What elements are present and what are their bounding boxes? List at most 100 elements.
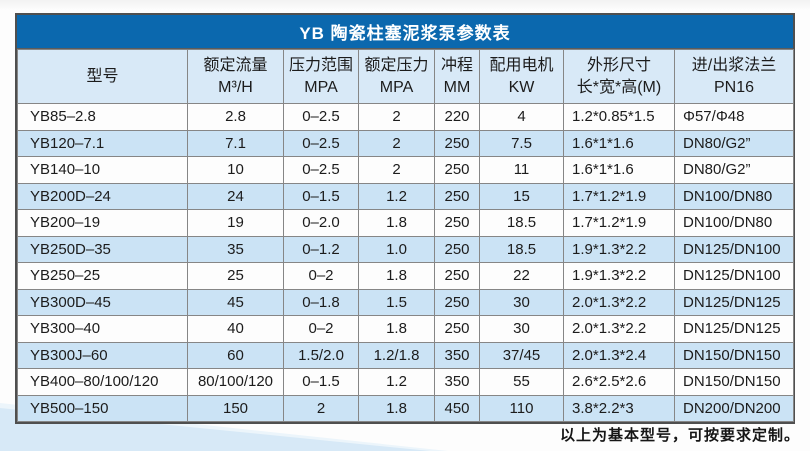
cell-rated-pressure: 1.8 xyxy=(358,394,435,422)
cell-pressure-range: 0–2.5 xyxy=(283,156,359,184)
cell-motor-power: 30 xyxy=(479,315,564,343)
cell-pressure-range: 2 xyxy=(283,394,359,422)
cell-rated-flow: 10 xyxy=(187,156,284,184)
table-row: YB500–150 150 2 1.8 450 110 3.8*2.2*3 DN200/DN2… xyxy=(17,394,794,422)
cell-rated-pressure: 1.0 xyxy=(358,235,435,263)
cell-rated-pressure: 1.8 xyxy=(358,262,435,290)
cell-stroke: 250 xyxy=(434,209,480,237)
cell-rated-flow: 2.8 xyxy=(187,103,284,131)
cell-rated-flow: 45 xyxy=(187,288,284,316)
spec-table: 型号 额定流量 M³/H 压力范围 MPA 额定压力 MPA 冲程 MM 配用电机 KW … xyxy=(17,49,794,422)
cell-stroke: 220 xyxy=(434,103,480,131)
cell-dimensions: 1.9*1.3*2.2 xyxy=(563,235,675,263)
cell-dimensions: 1.9*1.3*2.2 xyxy=(563,262,675,290)
table-row: YB140–10 10 0–2.5 2 250 11 1.6*1*1.6 DN80/G2” xyxy=(17,156,794,184)
table-row: YB250D–35 35 0–1.2 1.0 250 18.5 1.9*1.3*2.2 DN1… xyxy=(17,235,794,263)
cell-rated-pressure: 1.5 xyxy=(358,288,435,316)
cell-model: YB300J–60 xyxy=(17,341,188,369)
cell-rated-pressure: 1.2/1.8 xyxy=(358,341,435,369)
cell-flange: DN150/DN150 xyxy=(674,341,794,369)
cell-stroke: 250 xyxy=(434,182,480,210)
cell-stroke: 350 xyxy=(434,341,480,369)
cell-pressure-range: 0–1.5 xyxy=(283,182,359,210)
cell-rated-flow: 24 xyxy=(187,182,284,210)
cell-pressure-range: 0–1.8 xyxy=(283,288,359,316)
col-header-pressure-range: 压力范围 MPA xyxy=(283,49,359,104)
cell-rated-pressure: 1.8 xyxy=(358,209,435,237)
cell-motor-power: 15 xyxy=(479,182,564,210)
cell-flange: DN100/DN80 xyxy=(674,182,794,210)
table-row: YB200–19 19 0–2.0 1.8 250 18.5 1.7*1.2*1.9 DN10… xyxy=(17,209,794,237)
cell-motor-power: 11 xyxy=(479,156,564,184)
cell-motor-power: 30 xyxy=(479,288,564,316)
col-header-flange: 进/出浆法兰 PN16 xyxy=(674,49,794,104)
cell-model: YB300–40 xyxy=(17,315,188,343)
cell-model: YB300D–45 xyxy=(17,288,188,316)
cell-flange: Φ57/Φ48 xyxy=(674,103,794,131)
table-row: YB400–80/100/120 80/100/120 0–1.5 1.2 350 55 2… xyxy=(17,368,794,396)
table-row: YB300J–60 60 1.5/2.0 1.2/1.8 350 37/45 2.0*1.3… xyxy=(17,341,794,369)
cell-flange: DN125/DN125 xyxy=(674,288,794,316)
cell-model: YB200D–24 xyxy=(17,182,188,210)
cell-pressure-range: 0–1.2 xyxy=(283,235,359,263)
cell-motor-power: 4 xyxy=(479,103,564,131)
cell-motor-power: 110 xyxy=(479,394,564,422)
cell-dimensions: 1.2*0.85*1.5 xyxy=(563,103,675,131)
cell-motor-power: 7.5 xyxy=(479,129,564,157)
table-title: YB 陶瓷柱塞泥浆泵参数表 xyxy=(17,15,793,49)
cell-model: YB140–10 xyxy=(17,156,188,184)
cell-dimensions: 1.7*1.2*1.9 xyxy=(563,182,675,210)
cell-dimensions: 1.6*1*1.6 xyxy=(563,129,675,157)
cell-pressure-range: 0–2.0 xyxy=(283,209,359,237)
cell-rated-flow: 80/100/120 xyxy=(187,368,284,396)
cell-rated-pressure: 1.2 xyxy=(358,368,435,396)
cell-flange: DN125/DN100 xyxy=(674,262,794,290)
cell-model: YB85–2.8 xyxy=(17,103,188,131)
spec-table-panel: YB 陶瓷柱塞泥浆泵参数表 型号 额定流量 M³/H 压力范围 MPA 额定压力 MP… xyxy=(15,13,795,424)
footer-note: 以上为基本型号，可按要求定制。 xyxy=(559,427,800,444)
col-header-motor-power: 配用电机 KW xyxy=(479,49,564,104)
cell-dimensions: 2.0*1.3*2.4 xyxy=(563,341,675,369)
table-row: YB120–7.1 7.1 0–2.5 2 250 7.5 1.6*1*1.6 DN80/G2… xyxy=(17,129,794,157)
cell-model: YB250D–35 xyxy=(17,235,188,263)
cell-flange: DN200/DN200 xyxy=(674,394,794,422)
cell-pressure-range: 0–2.5 xyxy=(283,129,359,157)
cell-flange: DN80/G2” xyxy=(674,129,794,157)
cell-pressure-range: 0–2 xyxy=(283,315,359,343)
cell-rated-flow: 150 xyxy=(187,394,284,422)
cell-rated-flow: 25 xyxy=(187,262,284,290)
table-row: YB85–2.8 2.8 0–2.5 2 220 4 1.2*0.85*1.5 Φ57/Φ48 xyxy=(17,103,794,131)
col-header-rated-flow: 额定流量 M³/H xyxy=(187,49,284,104)
col-header-stroke: 冲程 MM xyxy=(434,49,480,104)
table-row: YB250–25 25 0–2 1.8 250 22 1.9*1.3*2.2 DN125/DN… xyxy=(17,262,794,290)
table-row: YB300D–45 45 0–1.8 1.5 250 30 2.0*1.3*2.2 DN125… xyxy=(17,288,794,316)
cell-flange: DN80/G2” xyxy=(674,156,794,184)
col-header-dimensions: 外形尺寸 长*宽*高(M) xyxy=(563,49,675,104)
cell-dimensions: 2.0*1.3*2.2 xyxy=(563,315,675,343)
table-body: YB85–2.8 2.8 0–2.5 2 220 4 1.2*0.85*1.5 Φ57/Φ48… xyxy=(17,103,794,422)
cell-model: YB400–80/100/120 xyxy=(17,368,188,396)
cell-pressure-range: 0–2 xyxy=(283,262,359,290)
cell-motor-power: 37/45 xyxy=(479,341,564,369)
cell-flange: DN100/DN80 xyxy=(674,209,794,237)
cell-stroke: 250 xyxy=(434,288,480,316)
cell-rated-pressure: 2 xyxy=(358,156,435,184)
cell-model: YB120–7.1 xyxy=(17,129,188,157)
cell-flange: DN150/DN150 xyxy=(674,368,794,396)
cell-dimensions: 2.6*2.5*2.6 xyxy=(563,368,675,396)
cell-motor-power: 22 xyxy=(479,262,564,290)
cell-pressure-range: 0–2.5 xyxy=(283,103,359,131)
cell-pressure-range: 1.5/2.0 xyxy=(283,341,359,369)
cell-stroke: 450 xyxy=(434,394,480,422)
header-row: 型号 额定流量 M³/H 压力范围 MPA 额定压力 MPA 冲程 MM 配用电机 KW … xyxy=(17,49,794,104)
table-row: YB300–40 40 0–2 1.8 250 30 2.0*1.3*2.2 DN125/DN… xyxy=(17,315,794,343)
cell-dimensions: 1.7*1.2*1.9 xyxy=(563,209,675,237)
cell-rated-flow: 60 xyxy=(187,341,284,369)
cell-motor-power: 18.5 xyxy=(479,235,564,263)
cell-dimensions: 2.0*1.3*2.2 xyxy=(563,288,675,316)
cell-flange: DN125/DN125 xyxy=(674,315,794,343)
cell-stroke: 250 xyxy=(434,235,480,263)
col-header-model: 型号 xyxy=(17,49,188,104)
cell-stroke: 250 xyxy=(434,156,480,184)
cell-dimensions: 1.6*1*1.6 xyxy=(563,156,675,184)
